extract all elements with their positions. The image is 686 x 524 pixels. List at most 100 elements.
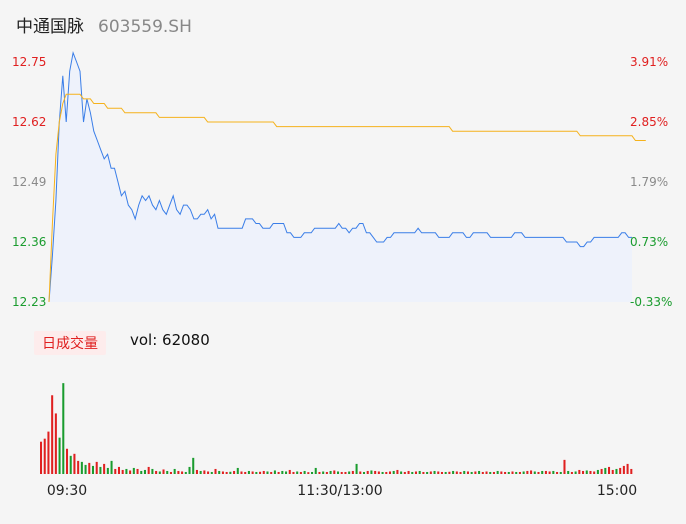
volume-bar	[444, 471, 447, 474]
volume-bar	[43, 438, 46, 474]
volume-bar	[273, 470, 276, 474]
volume-bar	[478, 470, 481, 474]
volume-bar	[40, 441, 43, 474]
volume-bar	[207, 471, 210, 474]
volume-bar	[240, 471, 243, 474]
volume-bar	[544, 470, 547, 474]
volume-bar	[259, 471, 262, 474]
volume-bar	[619, 467, 622, 474]
volume-bar	[433, 470, 436, 474]
volume-bar	[377, 471, 380, 474]
volume-bar	[285, 471, 288, 474]
price-chart: 12.75 12.62 12.49 12.36 12.23 3.91% 2.85% 1.79%…	[12, 50, 672, 309]
volume-bar	[166, 470, 169, 474]
volume-bar	[496, 470, 499, 474]
volume-bar	[125, 468, 128, 474]
volume-bar	[470, 471, 473, 474]
volume-bar	[440, 471, 443, 474]
volume-bar	[221, 471, 224, 474]
volume-bar	[385, 471, 388, 474]
stock-name: 中通国脉	[16, 17, 84, 37]
volume-bar	[162, 469, 165, 474]
volume-bar	[47, 431, 50, 474]
volume-bar	[106, 467, 109, 474]
volume-bar	[604, 467, 607, 474]
volume-bar	[169, 471, 172, 474]
volume-bar	[236, 467, 239, 474]
volume-bar	[526, 470, 529, 474]
volume-bar	[91, 465, 95, 474]
volume-bar	[129, 470, 132, 474]
volume-bar	[77, 460, 80, 474]
volume-bar	[188, 466, 191, 474]
x-tick-label: 09:30	[47, 483, 87, 499]
volume-bar	[388, 471, 392, 474]
volume-bar	[181, 471, 184, 474]
volume-bar	[626, 463, 629, 474]
volume-bar	[351, 470, 354, 474]
volume-bar	[593, 471, 596, 474]
volume-bar	[318, 471, 321, 474]
volume-bar	[329, 470, 332, 474]
y-tick-right: 1.79%	[630, 175, 668, 189]
y-tick-left: 12.36	[12, 235, 46, 249]
volume-bar	[54, 413, 57, 474]
volume-bar	[511, 471, 514, 474]
volume-bar	[537, 471, 540, 474]
volume-bar	[195, 469, 198, 474]
volume-bar	[615, 468, 618, 474]
x-tick-label: 11:30/13:00	[297, 483, 382, 499]
volume-bar	[136, 468, 139, 474]
volume-bar	[418, 470, 421, 474]
volume-bar	[296, 471, 299, 474]
volume-bar	[73, 453, 76, 474]
volume-bar	[344, 471, 347, 474]
volume-bar	[322, 471, 325, 474]
volume-bar	[95, 461, 98, 474]
volume-bar	[288, 469, 291, 474]
volume-bar	[362, 471, 366, 474]
volume-bar	[359, 471, 362, 474]
volume-bar	[262, 470, 265, 474]
y-tick-left: 12.49	[12, 175, 46, 189]
volume-bar	[173, 468, 176, 474]
volume-bar	[58, 437, 61, 474]
volume-bar	[88, 462, 91, 474]
volume-bar	[492, 471, 495, 474]
volume-bar	[110, 460, 113, 474]
volume-bar	[80, 461, 83, 474]
volume-bar	[325, 471, 328, 474]
volume-bar	[244, 471, 247, 474]
volume-bar	[184, 471, 187, 474]
volume-bar	[522, 471, 525, 474]
volume-bar	[463, 470, 466, 474]
volume-bar	[570, 471, 573, 474]
volume-bar	[392, 470, 395, 474]
volume-bar	[155, 470, 158, 474]
volume-bar	[507, 471, 510, 474]
y-tick-right: 0.73%	[630, 235, 668, 249]
volume-bar	[348, 471, 351, 474]
volume-bar	[203, 470, 206, 474]
y-tick-left: 12.62	[12, 115, 46, 129]
volume-tab-badge[interactable]: 日成交量	[34, 331, 106, 355]
volume-bar	[303, 470, 306, 474]
x-tick-label: 15:00	[597, 483, 637, 499]
volume-bar	[411, 471, 414, 474]
volume-bar	[414, 471, 417, 474]
volume-bar	[582, 470, 585, 474]
volume-bar	[366, 470, 369, 474]
volume-bar	[500, 471, 503, 474]
y-tick-left: 12.75	[12, 55, 46, 69]
volume-bar	[140, 470, 143, 474]
volume-bar	[151, 468, 154, 474]
volume-bar	[429, 471, 432, 474]
volume-bar	[177, 470, 180, 474]
volume-bar	[103, 463, 106, 474]
volume-bar	[233, 470, 236, 474]
volume-bar	[533, 471, 536, 474]
volume-bar	[292, 471, 295, 474]
volume-bar	[556, 471, 559, 474]
